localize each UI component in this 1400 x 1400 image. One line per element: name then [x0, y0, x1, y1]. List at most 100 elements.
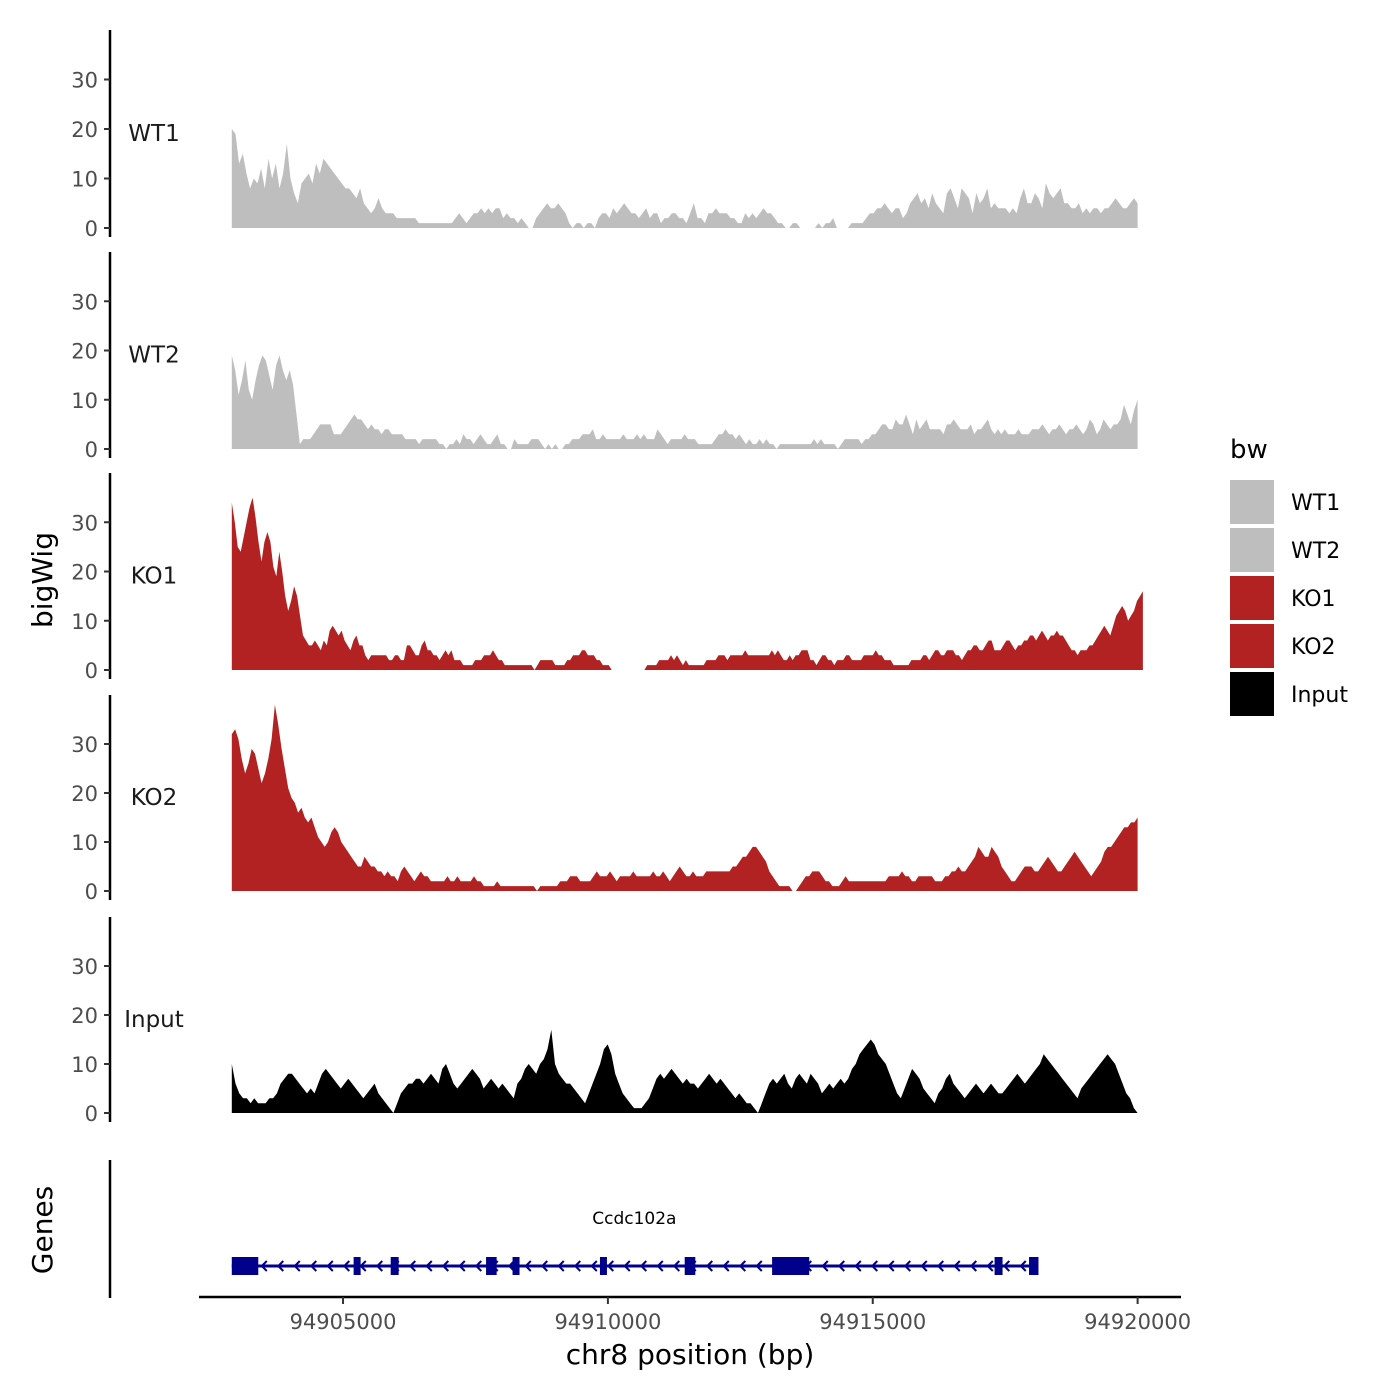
- y-tick-label: 0: [85, 217, 98, 241]
- y-tick-label: 10: [71, 389, 98, 413]
- strand-arrow: [408, 1260, 416, 1272]
- track-label-ko2: KO2: [131, 785, 178, 811]
- legend-swatch: [1230, 576, 1274, 620]
- y-tick-label: 20: [71, 118, 98, 142]
- x-tick-label: 94915000: [819, 1310, 926, 1334]
- gene-exon: [231, 1257, 259, 1275]
- track-input: 0 10 20 30 Input: [71, 917, 1138, 1126]
- gene-exon: [599, 1257, 607, 1275]
- strand-arrow: [903, 1260, 911, 1272]
- strand-arrow: [639, 1260, 647, 1272]
- legend-title: bw: [1230, 435, 1268, 465]
- x-tick-label: 94920000: [1084, 1310, 1191, 1334]
- strand-arrow: [260, 1260, 268, 1272]
- gene-track: Ccdc102a: [108, 1160, 1039, 1298]
- track-label-wt1: WT1: [128, 121, 179, 147]
- y-tick-label: 10: [71, 610, 98, 634]
- strand-arrow: [705, 1260, 713, 1272]
- track-wt1: 0 10 20 30 WT1: [71, 30, 1138, 241]
- gene-exon: [353, 1257, 361, 1275]
- strand-arrow: [854, 1260, 862, 1272]
- strand-arrow: [920, 1260, 928, 1272]
- strand-arrow: [821, 1260, 829, 1272]
- strand-arrow: [276, 1260, 284, 1272]
- y-tick-label: 0: [85, 438, 98, 462]
- y-tick-label: 10: [71, 1053, 98, 1077]
- strand-arrow: [623, 1260, 631, 1272]
- strand-arrow: [755, 1260, 763, 1272]
- strand-arrow: [309, 1260, 317, 1272]
- x-tick-label: 94910000: [554, 1310, 661, 1334]
- y-tick-label: 0: [85, 880, 98, 904]
- strand-arrow: [837, 1260, 845, 1272]
- strand-arrow: [672, 1260, 680, 1272]
- legend-label: KO2: [1291, 635, 1336, 660]
- legend-item-wt2: WT2: [1230, 528, 1340, 572]
- strand-arrow: [557, 1260, 565, 1272]
- gene-exon: [390, 1257, 399, 1275]
- legend: WT1 WT2 KO1 KO2 Input: [1230, 480, 1348, 716]
- strand-arrow: [375, 1260, 383, 1272]
- track-label-input: Input: [124, 1007, 184, 1033]
- track-label-ko1: KO1: [131, 564, 178, 590]
- gene-exon: [772, 1257, 810, 1275]
- strand-arrow: [359, 1260, 367, 1272]
- x-axis: 94905000 94910000 94915000 94920000: [199, 1295, 1191, 1334]
- legend-item-ko1: KO1: [1230, 576, 1336, 620]
- strand-arrow: [1002, 1260, 1010, 1272]
- legend-swatch: [1230, 480, 1274, 524]
- y-tick-label: 30: [71, 69, 98, 93]
- strand-arrow: [342, 1260, 350, 1272]
- y-tick-label: 10: [71, 831, 98, 855]
- strand-arrow: [540, 1260, 548, 1272]
- gene-exon: [994, 1257, 1003, 1275]
- legend-label: WT2: [1291, 539, 1340, 564]
- strand-arrow: [656, 1260, 664, 1272]
- y-tick-label: 20: [71, 340, 98, 364]
- strand-arrow: [590, 1260, 598, 1272]
- strand-arrow: [969, 1260, 977, 1272]
- strand-arrow: [425, 1260, 433, 1272]
- signal-area-wt2: [231, 355, 1138, 449]
- gene-exon: [486, 1257, 497, 1275]
- genes-axis-title: Genes: [26, 1186, 59, 1274]
- signal-area-ko2: [231, 704, 1138, 891]
- signal-area-wt1: [231, 129, 1138, 228]
- strand-arrow: [738, 1260, 746, 1272]
- track-ko2: 0 10 20 30 KO2: [71, 695, 1138, 904]
- strand-arrow: [870, 1260, 878, 1272]
- legend-item-wt1: WT1: [1230, 480, 1340, 524]
- track-ko1: 0 10 20 30 KO1: [71, 473, 1143, 683]
- y-tick-label: 20: [71, 561, 98, 585]
- track-label-wt2: WT2: [128, 343, 179, 369]
- legend-label: Input: [1291, 683, 1348, 708]
- strand-arrow: [722, 1260, 730, 1272]
- strand-arrow: [441, 1260, 449, 1272]
- legend-label: WT1: [1291, 491, 1340, 516]
- y-tick-label: 30: [71, 955, 98, 979]
- y-tick-label: 20: [71, 782, 98, 806]
- gene-exon: [1029, 1257, 1037, 1275]
- y-tick-label: 0: [85, 1102, 98, 1126]
- y-tick-label: 20: [71, 1004, 98, 1028]
- y-tick-label: 30: [71, 511, 98, 535]
- y-tick-label: 0: [85, 659, 98, 683]
- gene-exon: [684, 1257, 696, 1275]
- strand-arrow: [573, 1260, 581, 1272]
- strand-arrow: [524, 1260, 532, 1272]
- strand-arrow: [936, 1260, 944, 1272]
- gene-exon: [512, 1257, 520, 1275]
- strand-arrow: [986, 1260, 994, 1272]
- strand-arrow: [458, 1260, 466, 1272]
- gene-name-label: Ccdc102a: [592, 1209, 676, 1229]
- track-wt2: 0 10 20 30 WT2: [71, 252, 1138, 462]
- signal-area-input: [231, 1029, 1138, 1113]
- strand-arrow: [887, 1260, 895, 1272]
- legend-label: KO1: [1291, 587, 1336, 612]
- legend-swatch: [1230, 528, 1274, 572]
- strand-arrow: [293, 1260, 301, 1272]
- x-tick-label: 94905000: [290, 1310, 397, 1334]
- legend-item-input: Input: [1230, 672, 1348, 716]
- legend-item-ko2: KO2: [1230, 624, 1336, 668]
